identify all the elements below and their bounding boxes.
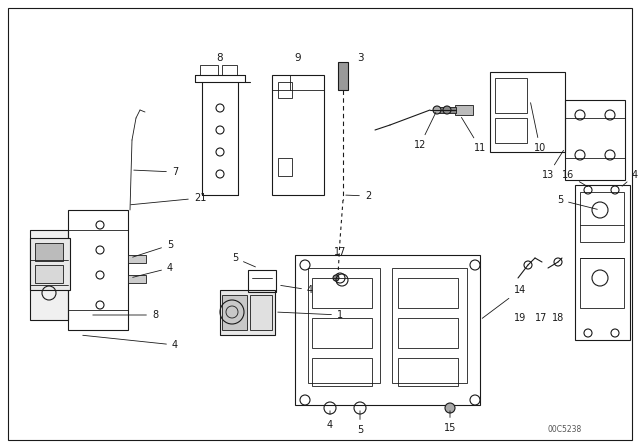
Bar — [312, 278, 372, 308]
Text: 8: 8 — [93, 310, 158, 320]
Text: 4: 4 — [83, 335, 178, 350]
Bar — [398, 358, 458, 386]
Text: 4: 4 — [132, 263, 173, 277]
Bar — [200, 65, 218, 75]
Text: 7: 7 — [134, 167, 178, 177]
Bar — [392, 268, 467, 383]
Text: 5: 5 — [557, 195, 597, 209]
Text: 5: 5 — [132, 240, 173, 257]
Bar — [272, 75, 324, 195]
Bar — [278, 158, 292, 176]
Bar — [308, 268, 380, 383]
Text: 13: 13 — [542, 151, 563, 180]
Bar — [128, 275, 146, 283]
Bar — [35, 265, 63, 283]
Text: 16: 16 — [562, 170, 588, 186]
Text: 19: 19 — [514, 313, 526, 323]
Text: 00C5238: 00C5238 — [548, 426, 582, 435]
Text: 4: 4 — [327, 411, 333, 430]
Bar — [580, 192, 624, 242]
Bar — [312, 318, 372, 348]
Bar — [222, 65, 237, 75]
Bar — [30, 230, 68, 320]
Bar — [495, 118, 527, 143]
Bar — [220, 290, 275, 335]
Bar — [438, 107, 456, 113]
Bar — [565, 100, 625, 180]
Bar — [68, 210, 128, 330]
Bar — [398, 318, 458, 348]
Text: 2: 2 — [346, 191, 371, 201]
Circle shape — [333, 275, 339, 281]
Bar — [398, 278, 458, 308]
Text: 5: 5 — [357, 411, 363, 435]
Text: 1: 1 — [278, 310, 343, 320]
Text: 14: 14 — [482, 285, 526, 319]
Text: 4: 4 — [622, 170, 638, 186]
Bar — [312, 358, 372, 386]
Text: 21: 21 — [131, 193, 206, 205]
Circle shape — [433, 106, 441, 114]
Text: 8: 8 — [217, 53, 223, 63]
Bar — [35, 243, 63, 261]
Bar — [495, 78, 527, 113]
Bar — [338, 62, 348, 90]
Bar — [250, 295, 272, 330]
Bar — [128, 255, 146, 263]
Bar — [580, 258, 624, 308]
Circle shape — [443, 106, 451, 114]
Text: 10: 10 — [531, 103, 546, 153]
Bar — [490, 72, 565, 152]
Text: 3: 3 — [356, 53, 364, 63]
Text: 18: 18 — [552, 313, 564, 323]
Bar — [30, 238, 70, 290]
Bar — [278, 82, 292, 98]
Bar — [575, 185, 630, 340]
Bar — [455, 105, 473, 115]
Bar — [248, 270, 276, 292]
Text: 15: 15 — [444, 411, 456, 433]
Text: 12: 12 — [414, 112, 436, 150]
Text: 4: 4 — [281, 285, 313, 295]
Circle shape — [445, 403, 455, 413]
Text: 17: 17 — [535, 313, 547, 323]
Bar — [295, 255, 480, 405]
Text: 17: 17 — [334, 247, 346, 257]
Text: 9: 9 — [294, 53, 301, 63]
Text: 5: 5 — [232, 253, 255, 267]
Text: 11: 11 — [461, 117, 486, 153]
Bar — [222, 295, 247, 330]
